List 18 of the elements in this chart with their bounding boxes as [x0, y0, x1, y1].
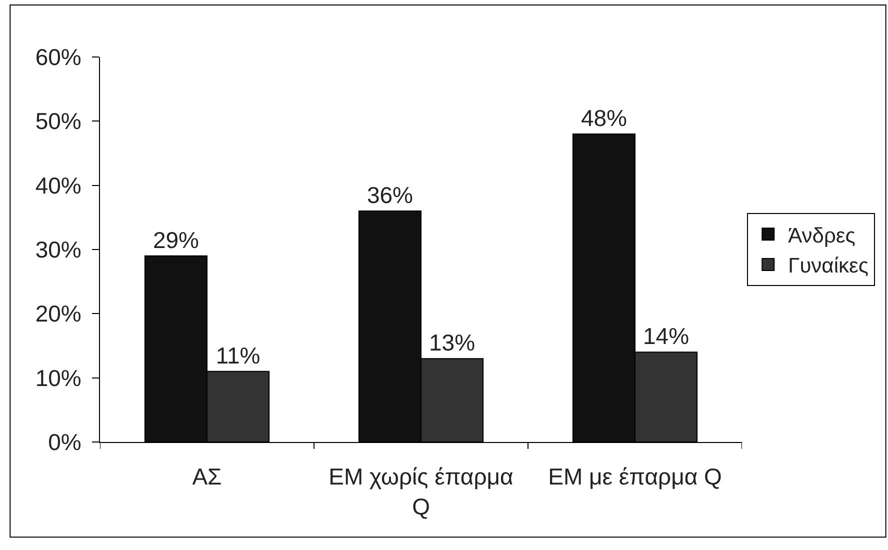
data-label: 11%: [216, 342, 260, 368]
y-tick-label: 20%: [35, 300, 82, 327]
x-tick-label: ΑΣ: [192, 464, 222, 490]
y-tick-label: 0%: [48, 429, 82, 456]
y-tick-label: 40%: [35, 172, 82, 198]
x-tick-label: ΕΜ με έπαρμα Q: [548, 464, 722, 490]
data-label: 14%: [643, 323, 690, 350]
data-label: 48%: [580, 105, 627, 131]
data-label: 13%: [429, 330, 476, 356]
y-tick-label: 60%: [35, 44, 82, 70]
data-label: 36%: [366, 182, 413, 208]
legend-label: Γυναίκες: [788, 254, 868, 278]
legend-label: Άνδρες: [788, 224, 856, 248]
y-tick-label: 10%: [35, 364, 82, 391]
x-tick-label: ΕΜ χωρίς έπαρμα Q: [328, 464, 514, 520]
data-label: 29%: [152, 226, 199, 253]
y-tick-label: 50%: [35, 108, 82, 134]
y-tick-label: 30%: [35, 236, 82, 263]
